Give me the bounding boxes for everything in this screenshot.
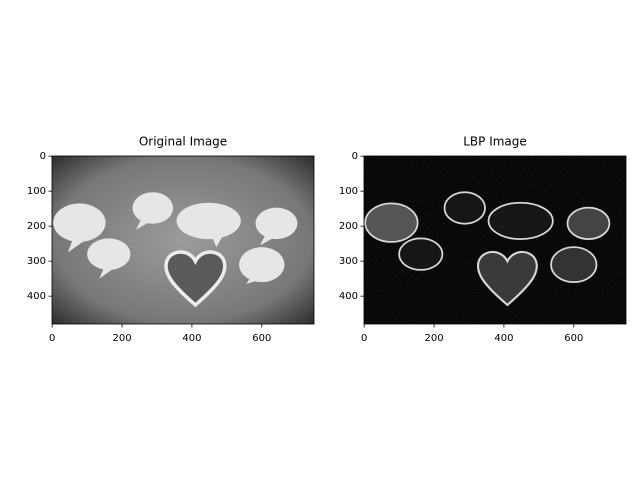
- y-tick-label: 300: [339, 256, 358, 267]
- x-tick-label: 200: [424, 333, 443, 344]
- axes-frame: [363, 155, 627, 325]
- y-tick-label: 400: [339, 291, 358, 302]
- x-tick-label: 0: [361, 333, 367, 344]
- axes-title: Original Image: [139, 135, 227, 149]
- axes-frame: [51, 155, 315, 325]
- x-tick-label: 400: [182, 333, 201, 344]
- y-tick-label: 100: [27, 186, 46, 197]
- x-tick-label: 0: [49, 333, 55, 344]
- x-tick-label: 600: [252, 333, 271, 344]
- y-tick-label: 400: [27, 291, 46, 302]
- y-tick-label: 0: [352, 151, 358, 162]
- original-image: [52, 156, 314, 324]
- x-tick-label: 600: [564, 333, 583, 344]
- x-tick-label: 200: [112, 333, 131, 344]
- axes-title: LBP Image: [463, 135, 527, 149]
- y-tick-label: 0: [40, 151, 46, 162]
- y-tick-label: 200: [339, 221, 358, 232]
- x-tick-label: 400: [494, 333, 513, 344]
- y-tick-label: 100: [339, 186, 358, 197]
- y-tick-label: 200: [27, 221, 46, 232]
- y-tick-label: 300: [27, 256, 46, 267]
- lbp-image: [364, 156, 626, 324]
